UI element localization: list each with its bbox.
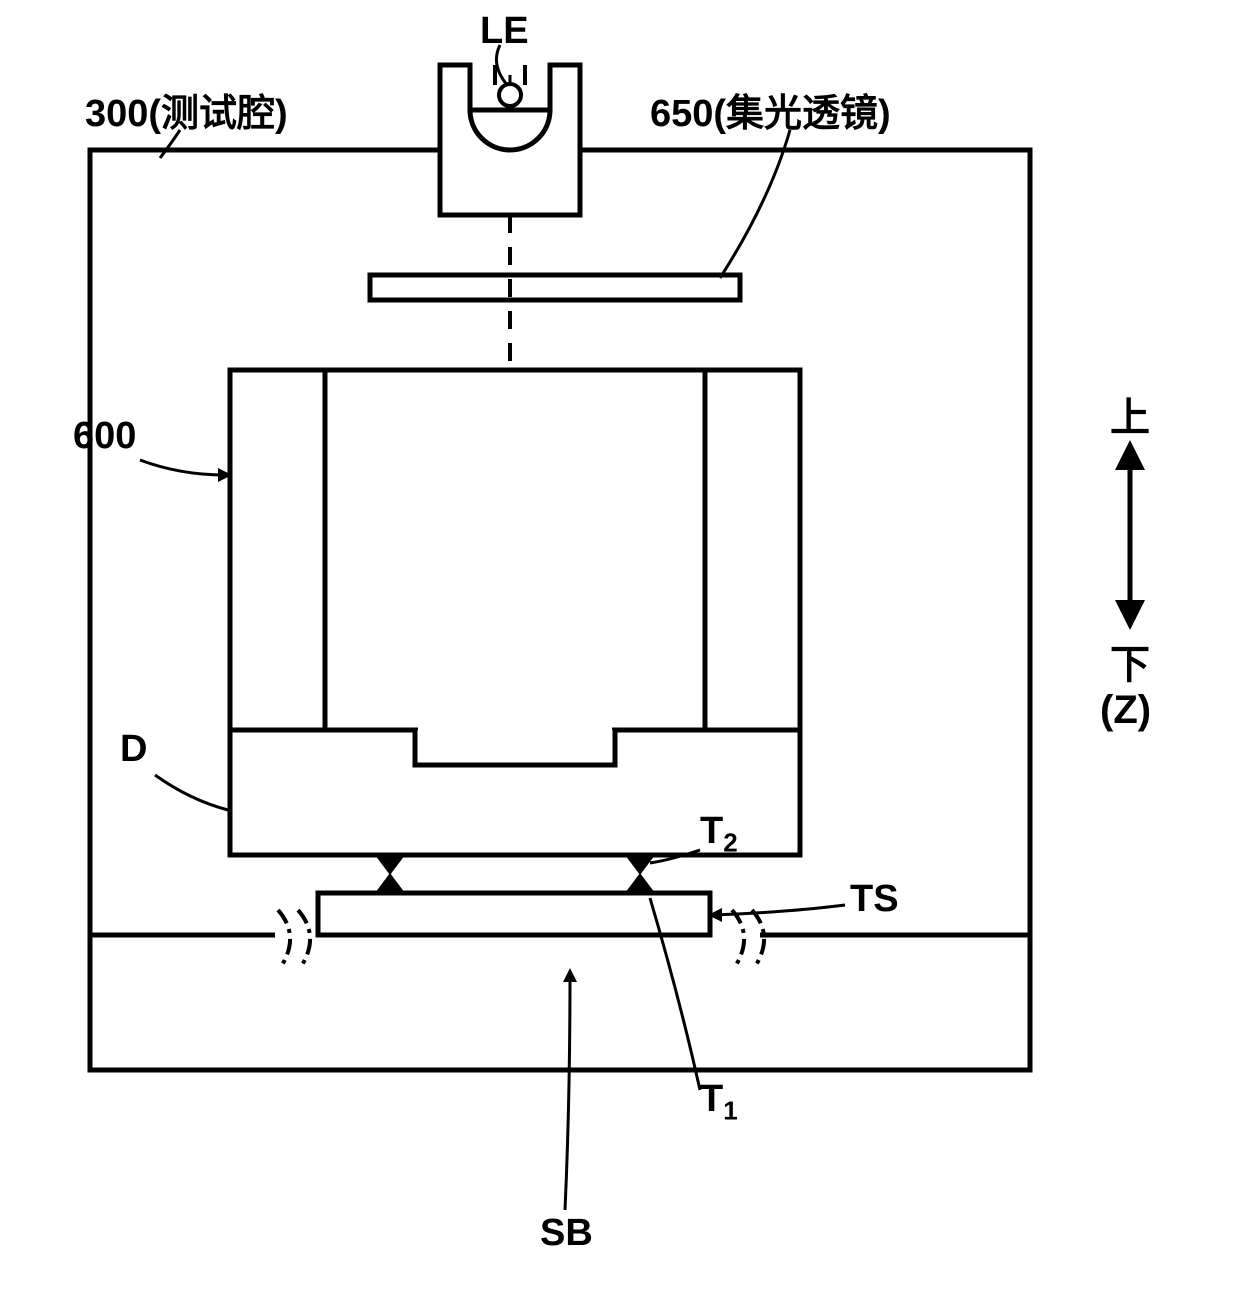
label-t1: T1 [700,1078,738,1127]
schematic-svg [0,0,1240,1293]
contact-bump-2 [625,855,655,893]
le-holder [440,65,580,215]
axis-arrow-down [1115,600,1145,630]
label-t2: T2 [700,810,738,859]
label-t2-main: T [700,810,723,852]
label-600: 600 [73,415,136,458]
label-t1-main: T [700,1078,723,1120]
label-dir-up: 上 [1110,385,1150,443]
axis-arrow-up [1115,440,1145,470]
label-dir-down: 下 [1110,632,1150,690]
contact-bump-1 [375,855,405,893]
d-cutout [415,730,615,765]
diagram-container: LE 300(测试腔) 650(集光透镜) 600 D T2 TS T1 SB … [0,0,1240,1293]
leader-sb [565,975,570,1210]
label-dir-z: (Z) [1100,688,1151,733]
label-t2-sub: 2 [723,828,737,858]
label-ts: TS [850,878,899,921]
base-break-right-1 [732,910,744,965]
label-le: LE [480,10,529,53]
label-sb: SB [540,1212,593,1255]
leader-sb-arrow [563,968,577,982]
label-d: D [120,728,147,771]
base-break-left-2 [298,910,310,965]
label-t1-sub: 1 [723,1096,737,1126]
collector-lens [370,275,740,300]
leader-600 [140,460,225,475]
label-lens: 650(集光透镜) [650,82,891,137]
base-break-left-1 [278,910,290,965]
block-600 [230,370,800,730]
d-cutout-mask [418,726,612,734]
label-chamber: 300(测试腔) [85,82,288,137]
leader-d [155,775,228,810]
